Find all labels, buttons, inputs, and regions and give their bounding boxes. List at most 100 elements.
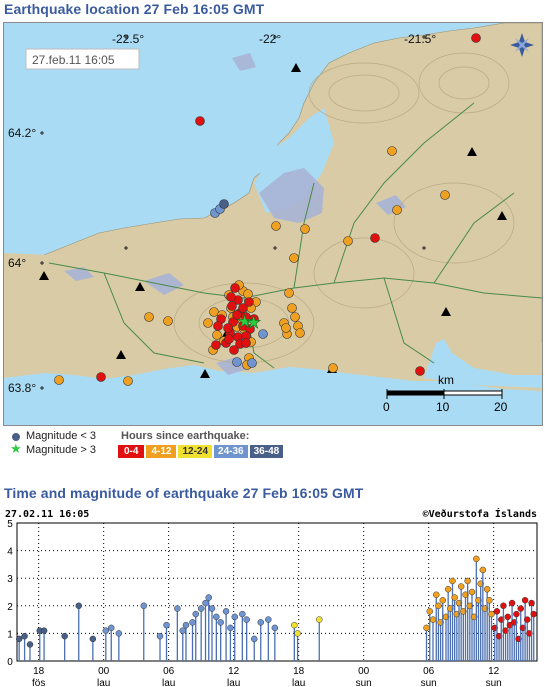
- quake-bar: [519, 624, 527, 661]
- x-tick-label: 12: [488, 666, 500, 677]
- quake-bar: [26, 641, 34, 661]
- station-triangle-icon: [200, 369, 210, 378]
- quake-bar: [468, 588, 476, 661]
- quake-bar: [479, 566, 487, 661]
- quake-marker: [258, 329, 268, 339]
- x-day-label: lau: [227, 678, 240, 687]
- quake-bar: [526, 630, 533, 661]
- lon-label: -22°: [259, 32, 281, 46]
- quake-marker: [213, 321, 223, 331]
- quake-bar: [89, 635, 97, 661]
- legend-mag-large: Magnitude > 3: [26, 444, 97, 456]
- quake-bar: [498, 616, 505, 661]
- quake-marker: [387, 146, 397, 156]
- x-tick-label: 06: [423, 666, 435, 677]
- quake-marker: [232, 357, 242, 367]
- quake-marker: [249, 314, 259, 324]
- quake-bar: [444, 585, 452, 661]
- quake-bar: [435, 602, 442, 661]
- y-tick-label: 4: [7, 547, 13, 558]
- quake-bar: [227, 624, 234, 661]
- y-tick-label: 0: [7, 657, 13, 668]
- quake-bar: [423, 624, 430, 661]
- quake-bar: [61, 632, 68, 661]
- quake-marker: [195, 116, 205, 126]
- quake-bar: [163, 621, 170, 661]
- scale-tick: 0: [383, 400, 390, 414]
- quake-bar: [453, 610, 461, 661]
- legend-bucket: 36-48: [249, 445, 284, 458]
- y-tick-label: 1: [7, 629, 13, 640]
- x-day-label: fös: [32, 678, 45, 687]
- quake-bar: [15, 635, 23, 661]
- quake-marker: [203, 318, 213, 328]
- x-tick-label: 12: [228, 666, 240, 677]
- legend-bucket: 0-4: [118, 445, 145, 458]
- x-tick-label: 18: [293, 666, 305, 677]
- lat-label: 64.2°: [8, 126, 36, 140]
- quake-marker: [440, 190, 450, 200]
- quake-bar: [294, 630, 301, 661]
- quake-bar: [449, 577, 456, 661]
- quake-marker: [230, 283, 240, 293]
- chart-credit: ©Veðurstofa Íslands: [422, 509, 537, 520]
- lon-label: -21.5°: [404, 32, 436, 46]
- quake-bar: [40, 627, 48, 661]
- quake-bar: [197, 605, 205, 661]
- quake-bar: [530, 610, 537, 661]
- quake-bar: [265, 616, 272, 661]
- quake-bar: [486, 597, 493, 661]
- quake-bar: [271, 624, 279, 661]
- quake-bar: [502, 627, 509, 661]
- earthquake-map[interactable]: -22.5° -22° -21.5° 64.2° 64° 63.8° 27.fe…: [3, 22, 543, 426]
- legend: Magnitude < 3 ★ Magnitude > 3 Hours sinc…: [0, 428, 545, 462]
- large-quake-star-icon: ★: [237, 312, 252, 331]
- scale-bar: km 0 10 20: [383, 373, 508, 414]
- quake-bar: [488, 610, 495, 661]
- scale-tick: 10: [436, 400, 450, 414]
- quake-bar: [205, 594, 212, 661]
- quake-bar: [491, 624, 498, 661]
- quake-bar: [231, 613, 238, 661]
- quake-bar: [179, 627, 186, 661]
- compass-rose-icon: [510, 33, 534, 57]
- quake-marker: [227, 301, 237, 311]
- station-triangle-icon: [116, 350, 126, 359]
- quake-bar: [75, 602, 82, 661]
- y-tick-label: 2: [7, 602, 13, 613]
- map-canvas: -22.5° -22° -21.5° 64.2° 64° 63.8° 27.fe…: [4, 23, 542, 425]
- quake-bar: [156, 632, 164, 661]
- quake-marker: [415, 366, 425, 376]
- station-triangle-icon: [135, 282, 145, 291]
- lat-label: 63.8°: [8, 381, 36, 395]
- quake-bar: [447, 605, 454, 661]
- small-quake-icon: [12, 433, 20, 441]
- x-day-label: lau: [292, 678, 305, 687]
- chart-title: Time and magnitude of earthquake 27 Feb …: [4, 485, 364, 501]
- x-tick-label: 00: [98, 666, 110, 677]
- quake-markers: ★★: [54, 33, 481, 386]
- legend-hours-label: Hours since earthquake:: [121, 430, 250, 442]
- quake-marker: [224, 334, 234, 344]
- quake-marker: [54, 375, 64, 385]
- x-day-label: lau: [162, 678, 175, 687]
- quake-bar: [182, 621, 190, 661]
- quake-bar: [429, 616, 437, 661]
- quake-marker: [284, 288, 294, 298]
- quake-bar: [473, 555, 480, 661]
- map-title: Earthquake location 27 Feb 16:05 GMT: [4, 1, 265, 17]
- magnitude-chart: 18fös00lau06lau12lau18lau00sun06sun12sun…: [7, 519, 538, 687]
- sea-south: [4, 365, 542, 425]
- quake-marker: [243, 289, 253, 299]
- quake-bar: [208, 605, 216, 661]
- quake-marker: [238, 303, 248, 313]
- quake-bar: [521, 597, 529, 661]
- quake-marker: [392, 205, 402, 215]
- station-triangle-icon: [497, 211, 507, 220]
- quake-bar: [21, 632, 28, 661]
- chart-panel: 27.02.11 16:05 ©Veðurstofa Íslands 18 fös…: [0, 505, 545, 687]
- quake-marker: [219, 199, 229, 209]
- quake-marker: [96, 372, 106, 382]
- quake-marker: [244, 297, 254, 307]
- quake-marker: [226, 292, 236, 302]
